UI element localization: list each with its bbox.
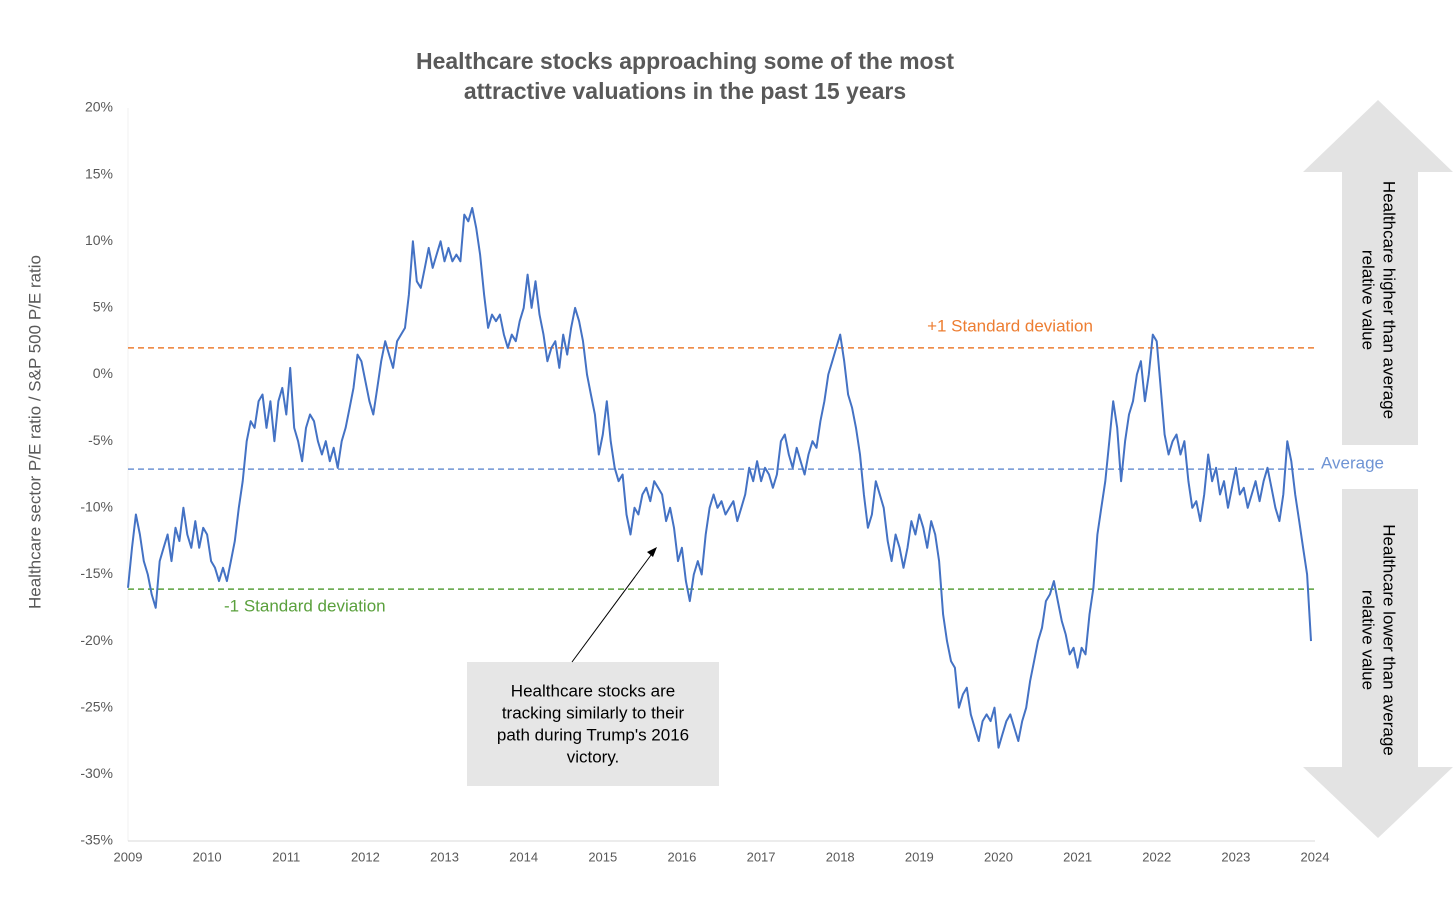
y-tick-label: -35%: [80, 832, 113, 848]
side-label: relative value: [1359, 250, 1378, 350]
x-tick-label: 2010: [193, 849, 222, 864]
up-arrow: [1303, 100, 1453, 445]
y-axis-label: Healthcare sector P/E ratio / S&P 500 P/…: [25, 255, 44, 609]
x-tick-label: 2023: [1221, 849, 1250, 864]
y-tick-label: -30%: [80, 765, 113, 781]
y-tick-label: -10%: [80, 499, 113, 515]
annotation-text: victory.: [567, 747, 620, 766]
x-tick-label: 2017: [747, 849, 776, 864]
x-tick-label: 2012: [351, 849, 380, 864]
annotation-text: tracking similarly to their: [502, 703, 685, 722]
x-tick-label: 2011: [272, 849, 300, 864]
y-tick-label: -15%: [80, 565, 113, 581]
x-tick-label: 2020: [984, 849, 1013, 864]
x-tick-label: 2009: [114, 849, 143, 864]
y-tick-label: -20%: [80, 632, 113, 648]
side-label: Healthcare lower than average: [1380, 524, 1399, 756]
down-arrow: [1303, 489, 1453, 838]
y-tick-label: 10%: [85, 232, 113, 248]
reference-label: +1 Standard deviation: [927, 316, 1093, 335]
x-tick-label: 2024: [1301, 849, 1330, 864]
y-tick-label: -25%: [80, 698, 113, 714]
annotation-text: Healthcare stocks are: [511, 681, 675, 700]
x-tick-label: 2021: [1063, 849, 1092, 864]
x-tick-label: 2015: [588, 849, 617, 864]
reference-label: -1 Standard deviation: [224, 597, 386, 616]
x-tick-label: 2016: [667, 849, 696, 864]
annotation-text: path during Trump's 2016: [497, 725, 689, 744]
arrow-head: [647, 547, 657, 557]
annotation-box: [467, 662, 719, 786]
x-tick-label: 2013: [430, 849, 459, 864]
annotation-arrow: [571, 550, 655, 663]
chart-title: attractive valuations in the past 15 yea…: [464, 78, 906, 104]
x-tick-label: 2018: [826, 849, 855, 864]
x-tick-label: 2014: [509, 849, 538, 864]
x-tick-label: 2019: [905, 849, 934, 864]
y-tick-label: 5%: [93, 299, 113, 315]
reference-label: Average: [1321, 454, 1384, 473]
data-line: [127, 207, 1312, 749]
y-tick-label: 15%: [85, 165, 113, 181]
y-tick-label: 0%: [93, 365, 113, 381]
chart-title: Healthcare stocks approaching some of th…: [416, 48, 954, 74]
x-tick-label: 2022: [1142, 849, 1171, 864]
y-tick-label: -5%: [88, 432, 113, 448]
side-label: relative value: [1359, 590, 1378, 690]
side-label: Healthcare higher than average: [1380, 181, 1399, 419]
y-tick-label: 20%: [85, 99, 113, 115]
